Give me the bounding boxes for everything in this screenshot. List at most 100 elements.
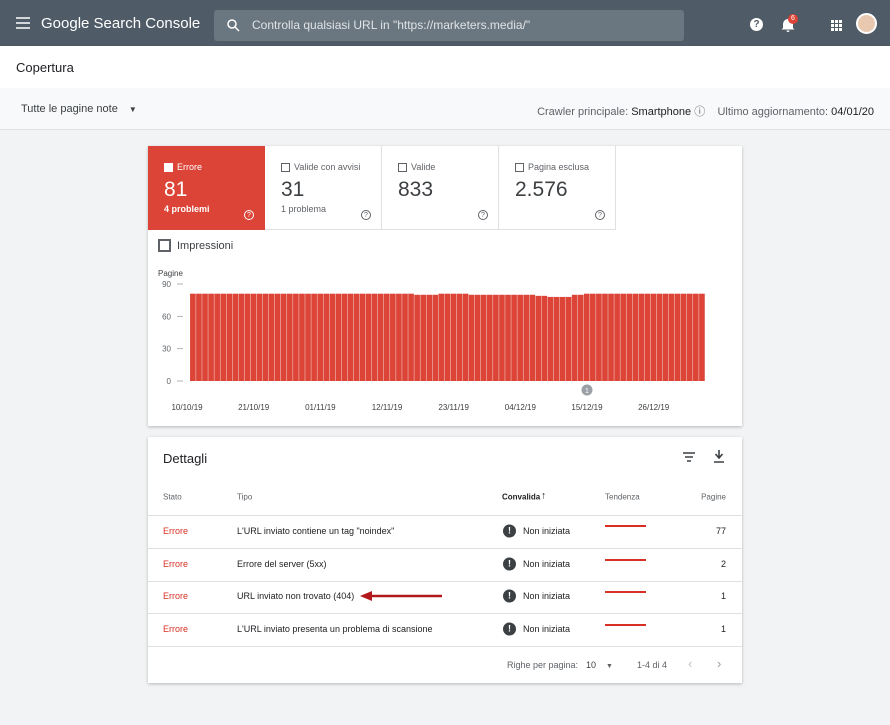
bar [208, 294, 214, 381]
bar [432, 295, 438, 381]
bar [493, 295, 499, 381]
bar [608, 294, 614, 381]
bar [511, 295, 517, 381]
bar [323, 294, 329, 381]
status-icon: ! [503, 525, 516, 538]
bar [196, 294, 202, 381]
tab-label-text: Valide [411, 162, 435, 172]
y-tick-label: 0 [167, 377, 172, 386]
bar [548, 297, 554, 381]
bar [535, 296, 541, 381]
help-icon: ? [244, 210, 254, 220]
bar [475, 295, 481, 381]
next-page[interactable]: › [717, 656, 721, 671]
column-header[interactable]: Tendenza [605, 493, 640, 502]
tab-label: Pagina esclusa [515, 162, 589, 172]
impressions-toggle[interactable]: Impressioni [158, 239, 233, 252]
tab-value: 833 [398, 178, 433, 202]
bar [675, 294, 681, 381]
bar [408, 294, 414, 381]
annotation-text: 1 [585, 388, 589, 395]
bar [663, 294, 669, 381]
rows-value[interactable]: 10▼ [586, 660, 613, 670]
help-icon[interactable]: ? [750, 18, 763, 31]
column-header[interactable]: Pagine [701, 493, 726, 502]
status-tab[interactable]: Valide 833? [382, 146, 499, 230]
bar [299, 294, 305, 381]
help-icon: ? [478, 210, 488, 220]
y-tick-label: 60 [162, 312, 171, 321]
bar [457, 294, 463, 381]
bar [566, 297, 572, 381]
search-icon [227, 19, 240, 32]
tab-label-text: Valide con avvisi [294, 162, 360, 172]
bar [523, 295, 529, 381]
annotation-arrow [358, 590, 444, 602]
pages-cell: 77 [716, 526, 726, 536]
toggle-label: Impressioni [177, 240, 233, 252]
type-cell[interactable]: L'URL inviato contiene un tag "noindex" [237, 526, 394, 536]
bar [590, 294, 596, 381]
rows-per-page: Righe per pagina: [507, 660, 578, 670]
help-icon: ? [361, 210, 371, 220]
column-header[interactable]: Stato [163, 493, 182, 502]
sort-arrow: ↑ [541, 491, 546, 502]
bar [499, 295, 505, 381]
bar [329, 294, 335, 381]
crawler-info: Crawler principale: Smartphone ⓘ Ultimo … [537, 103, 874, 119]
bar [451, 294, 457, 381]
search-box[interactable]: Controlla qualsiasi URL in "https://mark… [214, 10, 684, 41]
type-cell[interactable]: L'URL inviato presenta un problema di sc… [237, 624, 433, 634]
page-selector[interactable]: Tutte le pagine note ▼ [21, 103, 137, 115]
bar [669, 294, 675, 381]
bar [505, 295, 511, 381]
bar [390, 294, 396, 381]
tab-checkbox [281, 163, 290, 172]
tab-value: 2.576 [515, 178, 568, 202]
column-header[interactable]: Convalida [502, 493, 540, 502]
bar [414, 295, 420, 381]
bar [420, 295, 426, 381]
apps-icon[interactable] [831, 20, 842, 31]
tab-label: Errore [164, 162, 202, 172]
bar [651, 294, 657, 381]
tab-checkbox [164, 163, 173, 172]
bar [657, 294, 663, 381]
help-icon: ? [595, 210, 605, 220]
row-divider [148, 646, 742, 647]
bar [311, 294, 317, 381]
bar [687, 294, 693, 381]
x-tick-label: 21/10/19 [238, 403, 270, 412]
bar [239, 294, 245, 381]
x-tick-label: 10/10/19 [171, 403, 203, 412]
validation-cell: Non iniziata [523, 624, 570, 634]
tab-sub: 4 problemi [164, 204, 210, 214]
type-cell[interactable]: Errore del server (5xx) [237, 559, 327, 569]
status-tab[interactable]: Pagina esclusa 2.576? [499, 146, 616, 230]
page-range: 1-4 di 4 [637, 660, 667, 670]
menu-icon[interactable] [16, 17, 30, 29]
column-header[interactable]: Tipo [237, 493, 252, 502]
avatar[interactable] [856, 13, 877, 34]
filter-icon[interactable] [683, 452, 695, 462]
status-tab[interactable]: Valide con avvisi311 problema? [265, 146, 382, 230]
bar [372, 294, 378, 381]
status-tab[interactable]: Errore814 problemi? [148, 146, 265, 230]
y-tick-label: 30 [162, 345, 171, 354]
bar [487, 295, 493, 381]
validation-cell: Non iniziata [523, 526, 570, 536]
prev-page[interactable]: ‹ [688, 656, 692, 671]
bar [584, 294, 590, 381]
download-icon[interactable] [714, 450, 724, 463]
trend-sparkline [605, 624, 646, 626]
updated-value: 04/01/20 [831, 106, 874, 118]
product-name: Google Search Console [41, 15, 200, 32]
validation-cell: Non iniziata [523, 559, 570, 569]
bar [699, 294, 705, 381]
crawler-label: Crawler principale: [537, 106, 628, 118]
x-tick-label: 15/12/19 [571, 403, 603, 412]
type-cell[interactable]: URL inviato non trovato (404) [237, 591, 354, 601]
crawler-value: Smartphone [631, 106, 691, 118]
bar [560, 297, 566, 381]
bar [439, 294, 445, 381]
